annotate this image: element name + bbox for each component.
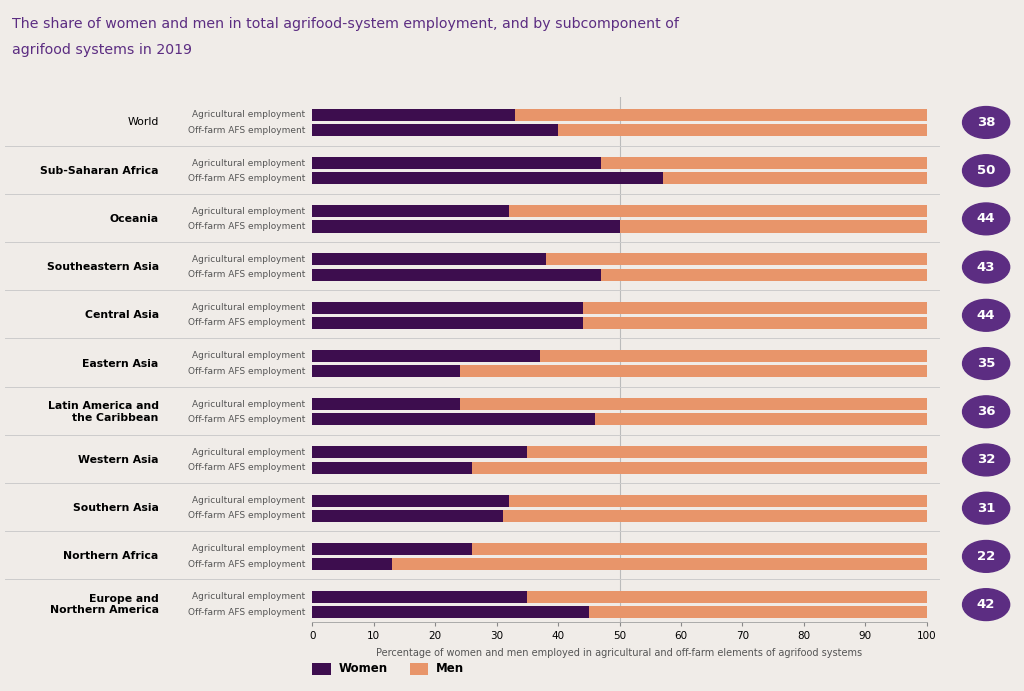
Bar — [663, 172, 927, 184]
Text: 44: 44 — [977, 309, 995, 322]
Bar — [312, 317, 583, 329]
Bar — [589, 606, 927, 618]
Text: Women: Women — [339, 663, 388, 675]
Bar — [312, 398, 460, 410]
Bar — [392, 558, 927, 570]
Text: 38: 38 — [977, 116, 995, 129]
Bar — [312, 606, 589, 618]
Bar — [460, 365, 927, 377]
Bar — [312, 205, 509, 217]
Text: Off-farm AFS employment: Off-farm AFS employment — [187, 222, 305, 231]
Bar — [312, 510, 503, 522]
Text: 31: 31 — [977, 502, 995, 515]
Text: Oceania: Oceania — [110, 214, 159, 224]
Text: Agricultural employment: Agricultural employment — [193, 545, 305, 553]
Bar — [312, 124, 558, 136]
Text: World: World — [127, 117, 159, 127]
Text: Agricultural employment: Agricultural employment — [193, 352, 305, 361]
Bar — [601, 157, 927, 169]
Bar — [312, 558, 392, 570]
Bar — [558, 124, 927, 136]
Bar — [527, 446, 927, 458]
Bar — [312, 495, 509, 507]
Bar — [509, 495, 927, 507]
Text: Central Asia: Central Asia — [85, 310, 159, 321]
Bar — [312, 157, 601, 169]
Text: Agricultural employment: Agricultural employment — [193, 111, 305, 120]
Bar — [312, 269, 601, 281]
Bar — [312, 350, 540, 362]
Text: Sub-Saharan Africa: Sub-Saharan Africa — [40, 166, 159, 176]
Bar — [312, 542, 472, 555]
Bar — [503, 510, 927, 522]
Bar — [460, 398, 927, 410]
Bar — [472, 542, 927, 555]
Text: 22: 22 — [977, 550, 995, 563]
Text: 35: 35 — [977, 357, 995, 370]
Text: agrifood systems in 2019: agrifood systems in 2019 — [12, 43, 193, 57]
Bar — [312, 462, 472, 473]
Bar — [540, 350, 927, 362]
Text: Southern Asia: Southern Asia — [73, 503, 159, 513]
Text: Latin America and
the Caribbean: Latin America and the Caribbean — [48, 401, 159, 423]
Text: Western Asia: Western Asia — [78, 455, 159, 465]
Bar — [312, 446, 527, 458]
Text: Off-farm AFS employment: Off-farm AFS employment — [187, 463, 305, 472]
Bar — [546, 254, 927, 265]
Text: Agricultural employment: Agricultural employment — [193, 255, 305, 264]
Bar — [601, 269, 927, 281]
Text: Off-farm AFS employment: Off-farm AFS employment — [187, 126, 305, 135]
Text: Southeastern Asia: Southeastern Asia — [47, 262, 159, 272]
Text: 36: 36 — [977, 405, 995, 418]
Bar — [515, 108, 927, 121]
Text: Agricultural employment: Agricultural employment — [193, 207, 305, 216]
Text: Northern Africa: Northern Africa — [63, 551, 159, 561]
Text: 32: 32 — [977, 453, 995, 466]
Bar — [583, 317, 927, 329]
Text: Off-farm AFS employment: Off-farm AFS employment — [187, 415, 305, 424]
Text: Off-farm AFS employment: Off-farm AFS employment — [187, 319, 305, 328]
Text: Off-farm AFS employment: Off-farm AFS employment — [187, 270, 305, 279]
Text: Agricultural employment: Agricultural employment — [193, 448, 305, 457]
Text: Off-farm AFS employment: Off-farm AFS employment — [187, 367, 305, 376]
Text: Eastern Asia: Eastern Asia — [83, 359, 159, 368]
Text: Europe and
Northern America: Europe and Northern America — [50, 594, 159, 616]
Text: Men: Men — [436, 663, 464, 675]
Bar — [312, 172, 663, 184]
Bar — [583, 302, 927, 314]
Bar — [312, 302, 583, 314]
Text: Agricultural employment: Agricultural employment — [193, 592, 305, 601]
Text: Off-farm AFS employment: Off-farm AFS employment — [187, 560, 305, 569]
Text: 42: 42 — [977, 598, 995, 611]
X-axis label: Percentage of women and men employed in agricultural and off-farm elements of ag: Percentage of women and men employed in … — [377, 648, 862, 658]
Bar — [312, 108, 515, 121]
Text: Off-farm AFS employment: Off-farm AFS employment — [187, 608, 305, 617]
Bar — [509, 205, 927, 217]
Bar — [472, 462, 927, 473]
Bar — [312, 591, 527, 603]
Text: Agricultural employment: Agricultural employment — [193, 496, 305, 505]
Text: 44: 44 — [977, 212, 995, 225]
Text: Agricultural employment: Agricultural employment — [193, 303, 305, 312]
Bar — [620, 220, 927, 233]
Bar — [527, 591, 927, 603]
Bar — [595, 413, 927, 426]
Text: Off-farm AFS employment: Off-farm AFS employment — [187, 174, 305, 183]
Text: The share of women and men in total agrifood-system employment, and by subcompon: The share of women and men in total agri… — [12, 17, 679, 31]
Text: Agricultural employment: Agricultural employment — [193, 158, 305, 167]
Bar — [312, 365, 460, 377]
Text: Off-farm AFS employment: Off-farm AFS employment — [187, 511, 305, 520]
Text: Agricultural employment: Agricultural employment — [193, 399, 305, 408]
Bar — [312, 413, 595, 426]
Text: 50: 50 — [977, 164, 995, 177]
Bar — [312, 254, 546, 265]
Text: 43: 43 — [977, 261, 995, 274]
Bar — [312, 220, 620, 233]
